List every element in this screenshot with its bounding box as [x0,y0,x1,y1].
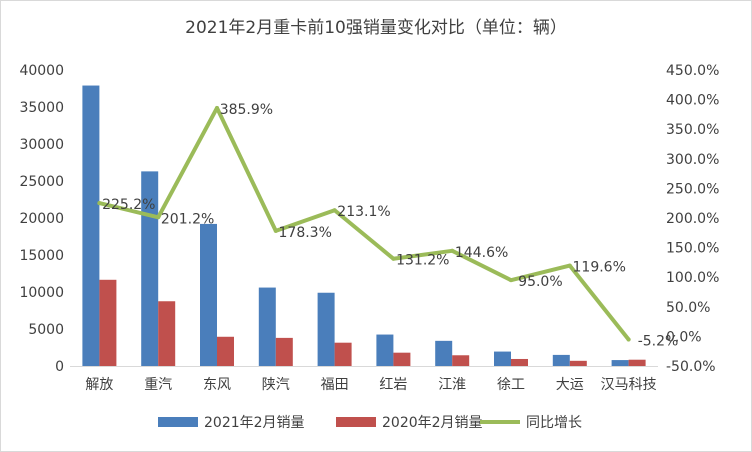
right-axis: -50.0% 0.0% 50.0% 100.0% 150.0% 200.0% 250.0% 3… [666,63,719,375]
bar-2020 [628,359,646,366]
bar-2020 [569,360,587,366]
legend: 2021年2月销量 2020年2月销量 同比增长 [158,415,582,431]
y-left-tick-label: 5000 [28,322,64,338]
bar-2021 [258,287,276,366]
left-axis: 0 5000 10000 15000 20000 25000 30000 35000 40000 [19,63,64,375]
y-left-tick-label: 25000 [19,174,64,190]
y-right-tick-label: 200.0% [666,211,719,227]
bar-2021 [376,334,394,366]
y-right-tick-label: 150.0% [666,241,719,257]
x-tick-label: 红岩 [379,377,407,393]
growth-data-label: 131.2% [396,253,449,269]
bar-2021 [317,292,335,366]
growth-data-label: 201.2% [161,211,214,227]
x-tick-label: 福田 [321,377,349,393]
growth-point [97,201,102,206]
bar-2020 [334,342,352,366]
x-tick-label: 陕汽 [262,377,290,393]
x-tick-label: 汉马科技 [601,377,657,393]
y-left-tick-label: 15000 [19,248,64,264]
y-left-tick-label: 35000 [19,100,64,116]
y-right-tick-label: 0.0% [666,329,702,345]
y-right-tick-label: 300.0% [666,152,719,168]
x-tick-label: 大运 [556,377,584,393]
growth-line [97,105,631,342]
growth-data-label: 385.9% [220,102,273,118]
y-left-tick-label: 20000 [19,211,64,227]
growth-point [509,278,513,283]
bar-2020 [452,355,470,366]
growth-point [215,105,219,110]
y-right-tick-label: 100.0% [666,270,719,286]
bar-2020 [275,337,293,366]
bar-2021 [611,360,629,366]
y-right-tick-label: -50.0% [666,359,716,375]
bar-2021 [435,340,453,366]
legend-swatch [158,417,198,427]
growth-data-label: 119.6% [573,260,626,276]
bar-2021 [552,354,570,366]
y-left-tick-label: 0 [55,359,64,375]
x-tick-label: 徐工 [497,377,525,393]
x-tick-label: 江淮 [438,377,466,393]
y-right-tick-label: 350.0% [666,122,719,138]
x-tick-label: 重汽 [144,377,172,393]
growth-data-label: -5.2% [638,333,679,349]
growth-point [450,248,455,253]
y-right-tick-label: 50.0% [666,300,710,316]
growth-data-label: 144.6% [455,245,508,261]
bar-2021 [141,171,159,366]
bar-2021 [494,351,511,366]
growth-point [626,337,631,342]
growth-point [332,208,337,213]
y-left-tick-label: 40000 [19,63,64,79]
bar-2021 [200,223,217,366]
bar-2021 [82,85,100,366]
legend-label: 同比增长 [526,415,582,431]
growth-point [156,215,161,220]
growth-data-label: 213.1% [337,204,390,220]
legend-label: 2020年2月销量 [382,415,483,431]
bar-2020 [217,336,234,366]
bar-2020 [511,358,528,366]
bar-2020 [393,352,411,366]
growth-data-label: 178.3% [279,225,332,241]
y-right-tick-label: 450.0% [666,63,719,79]
y-right-tick-label: 250.0% [666,181,719,197]
line-series: 225.2% 201.2% 385.9% 178.3% 213.1% 131.2% 144.… [97,102,679,349]
bar-2020 [99,279,117,366]
x-axis: 解放 重汽 东风 陕汽 福田 红岩 江淮 徐工 大运 汉马科技 [70,366,658,393]
bar-2020 [158,301,176,366]
legend-label: 2021年2月销量 [204,415,305,431]
growth-point [273,228,278,233]
growth-data-label: 225.2% [102,197,155,213]
x-tick-label: 东风 [203,377,231,393]
bar-series [82,85,646,366]
y-left-tick-label: 30000 [19,137,64,153]
growth-point [567,263,572,268]
x-tick-label: 解放 [85,377,113,393]
y-right-tick-label: 400.0% [666,93,719,109]
chart-title: 2021年2月重卡前10强销量变化对比（单位：辆） [185,18,567,38]
y-left-tick-label: 10000 [19,285,64,301]
growth-point [391,256,396,261]
legend-swatch [336,417,376,427]
growth-data-label: 95.0% [518,274,562,290]
